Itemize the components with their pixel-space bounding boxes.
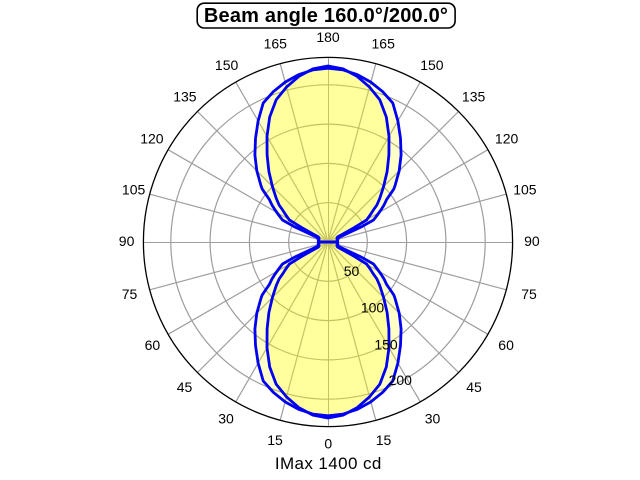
svg-text:135: 135 [462,88,486,104]
svg-text:15: 15 [376,432,392,448]
svg-text:60: 60 [498,337,514,353]
svg-text:75: 75 [122,286,138,302]
svg-text:180: 180 [316,29,340,45]
svg-text:165: 165 [264,36,288,52]
svg-text:45: 45 [466,379,482,395]
svg-text:120: 120 [140,131,164,147]
svg-text:90: 90 [524,233,540,249]
svg-text:200: 200 [389,372,413,388]
svg-text:150: 150 [420,57,444,73]
svg-text:Beam angle 160.0°/200.0°: Beam angle 160.0°/200.0° [204,5,448,27]
svg-text:30: 30 [425,410,441,426]
svg-text:45: 45 [177,379,193,395]
svg-text:60: 60 [145,337,161,353]
svg-text:75: 75 [521,286,537,302]
svg-text:100: 100 [361,299,385,315]
svg-text:135: 135 [173,88,197,104]
svg-text:30: 30 [218,410,234,426]
svg-text:105: 105 [513,182,537,198]
svg-text:15: 15 [267,432,283,448]
svg-text:165: 165 [372,36,396,52]
svg-text:120: 120 [495,131,519,147]
svg-text:90: 90 [119,233,135,249]
svg-text:50: 50 [344,263,360,279]
svg-text:105: 105 [122,182,146,198]
svg-text:IMax 1400 cd: IMax 1400 cd [275,454,382,473]
svg-text:0: 0 [324,436,332,452]
svg-text:150: 150 [215,57,239,73]
svg-text:150: 150 [374,337,398,353]
